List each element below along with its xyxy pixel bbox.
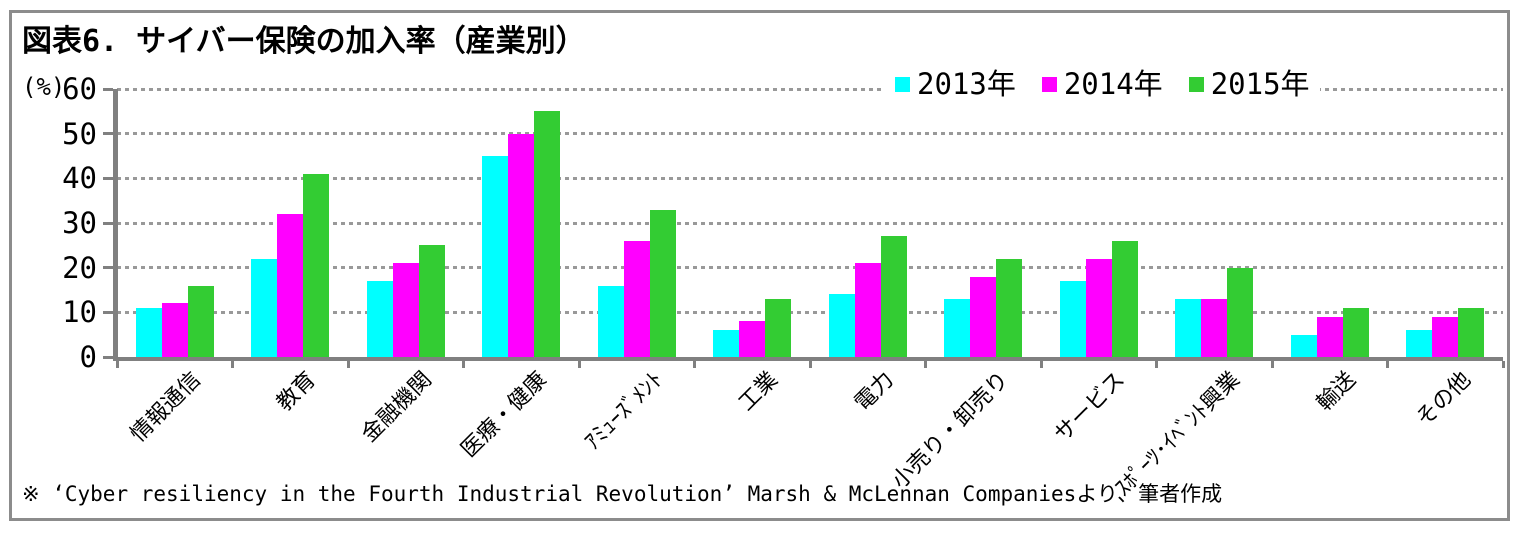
x-tick-5: [693, 361, 696, 368]
bar-2014-cat3: [392, 263, 419, 357]
bar-2013-cat12: [1406, 330, 1433, 357]
bar-2015-cat4: [534, 111, 561, 357]
y-tick-40: [103, 176, 113, 180]
bar-2013-cat2: [251, 258, 278, 357]
x-tick-2: [346, 361, 350, 368]
bar-2014-cat8: [970, 276, 997, 357]
y-tick-label-0: 0: [79, 340, 97, 374]
gridline-40: [117, 176, 1503, 180]
bar-2015-cat1: [187, 285, 214, 357]
bar-2014-cat5: [623, 240, 650, 357]
legend-swatch-2015: [1188, 76, 1204, 92]
x-tick-1: [231, 361, 234, 368]
legend-swatch-2014: [1041, 76, 1057, 92]
legend-label-2014: 2014年: [1063, 67, 1163, 101]
bar-2014-cat12: [1432, 316, 1459, 357]
bar-2015-cat9: [1111, 240, 1138, 357]
legend-item-2015: 2015年: [1188, 67, 1310, 101]
plot-area: [117, 87, 1503, 361]
bar-2014-cat10: [1201, 298, 1228, 357]
y-tick-label-10: 10: [62, 295, 97, 330]
x-tick-10: [1270, 361, 1274, 368]
legend: 2013年 2014年 2015年: [885, 66, 1320, 102]
x-tick-8: [1039, 361, 1043, 368]
bar-2014-cat7: [854, 263, 881, 357]
y-tick-50: [103, 132, 113, 136]
bar-2015-cat7: [880, 236, 907, 357]
bar-2013-cat3: [366, 281, 393, 357]
bar-2013-cat1: [135, 307, 162, 357]
legend-label-2013: 2013年: [917, 67, 1016, 101]
legend-label-2015: 2015年: [1210, 67, 1310, 101]
y-axis-unit-label: (%): [22, 73, 66, 101]
x-tick-0: [115, 361, 119, 368]
bar-2013-cat11: [1290, 334, 1317, 357]
x-tick-6: [808, 361, 812, 368]
bar-2014-cat9: [1085, 258, 1112, 357]
x-tick-3: [462, 361, 465, 368]
y-tick-60: [103, 87, 113, 91]
y-tick-label-50: 50: [62, 116, 97, 151]
bar-2013-cat10: [1175, 298, 1202, 357]
y-tick-30: [103, 221, 113, 225]
bar-2013-cat9: [1059, 281, 1086, 357]
gridline-50: [117, 132, 1503, 136]
bar-2015-cat10: [1227, 267, 1254, 357]
bar-2015-cat12: [1458, 307, 1485, 357]
y-axis-line: [113, 89, 118, 361]
bar-2013-cat4: [482, 156, 509, 357]
bar-2015-cat6: [765, 298, 792, 357]
bar-2014-cat6: [739, 321, 766, 357]
bar-2015-cat8: [996, 258, 1023, 357]
y-tick-label-60: 60: [62, 72, 97, 106]
figure-border: [9, 10, 1510, 521]
x-tick-11: [1386, 361, 1389, 368]
y-tick-label-30: 30: [62, 206, 97, 240]
y-tick-10: [103, 310, 113, 314]
bar-2015-cat2: [303, 173, 330, 357]
x-tick-12: [1501, 361, 1505, 368]
gridline-30: [117, 221, 1503, 225]
bar-2014-cat2: [277, 214, 304, 357]
bar-2014-cat4: [508, 133, 535, 357]
source-note: ※ ‘Cyber resiliency in the Fourth Indust…: [22, 482, 1223, 506]
y-tick-label-20: 20: [62, 250, 97, 285]
chart-title: 図表6. サイバー保険の加入率（産業別）: [22, 24, 586, 59]
bar-2013-cat7: [828, 294, 855, 357]
bar-2015-cat5: [649, 209, 676, 357]
y-tick-0: [103, 355, 113, 359]
x-tick-4: [577, 361, 581, 368]
bar-2015-cat3: [418, 245, 445, 357]
legend-item-2013: 2013年: [895, 69, 1016, 99]
bar-2014-cat1: [161, 303, 188, 357]
x-tick-7: [924, 361, 927, 368]
gridline-60: [117, 87, 1503, 91]
bar-2015-cat11: [1342, 307, 1369, 357]
y-tick-label-40: 40: [62, 161, 97, 196]
bar-2013-cat8: [944, 298, 971, 357]
bar-2014-cat11: [1316, 316, 1343, 357]
bar-2013-cat5: [597, 285, 624, 357]
y-tick-20: [103, 266, 113, 270]
gridline-10: [117, 310, 1503, 314]
bar-2013-cat6: [713, 330, 740, 357]
gridline-20: [117, 266, 1503, 270]
legend-swatch-2013: [895, 76, 910, 92]
legend-item-2014: 2014年: [1041, 67, 1163, 101]
x-tick-9: [1155, 361, 1158, 368]
